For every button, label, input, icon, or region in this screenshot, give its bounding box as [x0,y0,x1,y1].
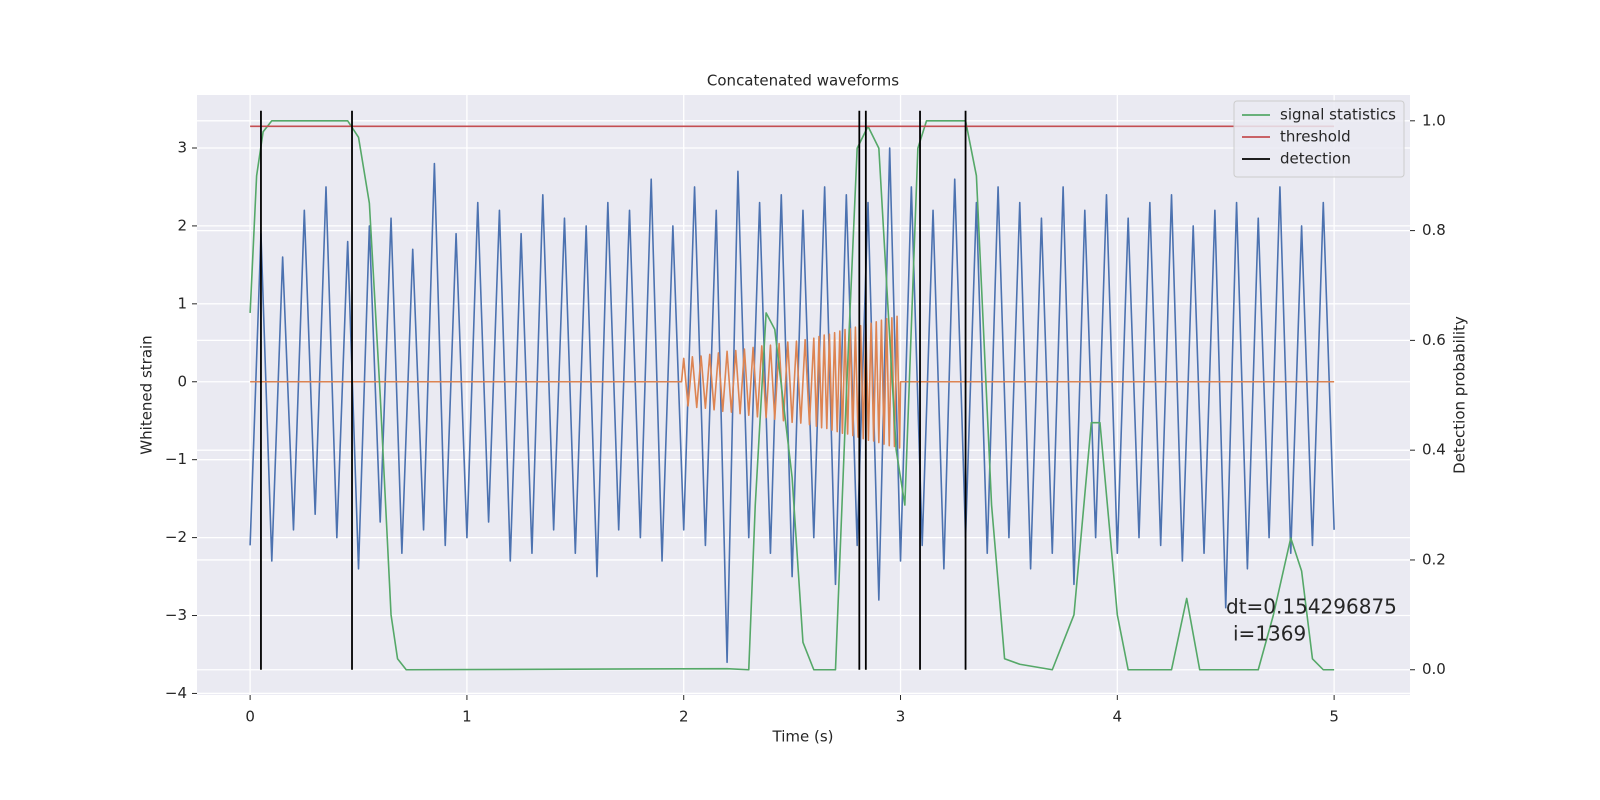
marks [249,110,1335,671]
legend-label: detection [1280,150,1351,168]
y2-tick-label: 1.0 [1422,111,1446,129]
x-tick-label: 5 [1329,708,1339,726]
y2-tick-label: 0.0 [1422,660,1446,678]
annotation: i=1369 [1233,622,1306,646]
x-tick-label: 4 [1113,708,1123,726]
x-tick-label: 2 [679,708,689,726]
x-tick-label: 1 [462,708,472,726]
y2-tick-label: 0.2 [1422,550,1446,568]
y-tick-label: −3 [165,606,187,624]
x-axis-label: Time (s) [772,728,834,746]
legend-label: threshold [1280,128,1351,146]
labels: 0 1 2 3 4 5 −4 −3 −2 −1 0 1 2 3 0.0 0.2 0.4 0.6 0.8 1.0 [165,111,1446,725]
y-tick-label: −4 [165,684,187,702]
series-line [250,315,1335,449]
legend-label: signal statistics [1280,106,1396,124]
y-tick-label: 2 [177,216,187,234]
y2-tick-label: 0.8 [1422,221,1446,239]
annotation: dt=0.154296875 [1226,595,1397,619]
legend-box [1233,100,1405,178]
y-tick-label: 3 [177,138,187,156]
y-axis-label: Whitened strain [138,335,156,454]
chart-title: Concatenated waveforms [707,72,899,90]
y2-tick-label: 0.4 [1422,441,1446,459]
y-tick-label: −1 [165,450,187,468]
x-tick-label: 3 [896,708,906,726]
y2-axis-label: Detection probability [1451,316,1469,474]
y-tick-label: 0 [177,372,187,390]
y2-tick-label: 0.6 [1422,331,1446,349]
legend: signal statistics threshold detection [1233,100,1405,178]
y-tick-label: −2 [165,528,187,546]
y-tick-label: 1 [177,294,187,312]
plot-area [197,95,1410,695]
x-tick-label: 0 [245,708,255,726]
series-line [249,147,1335,664]
series-line [249,120,1335,671]
